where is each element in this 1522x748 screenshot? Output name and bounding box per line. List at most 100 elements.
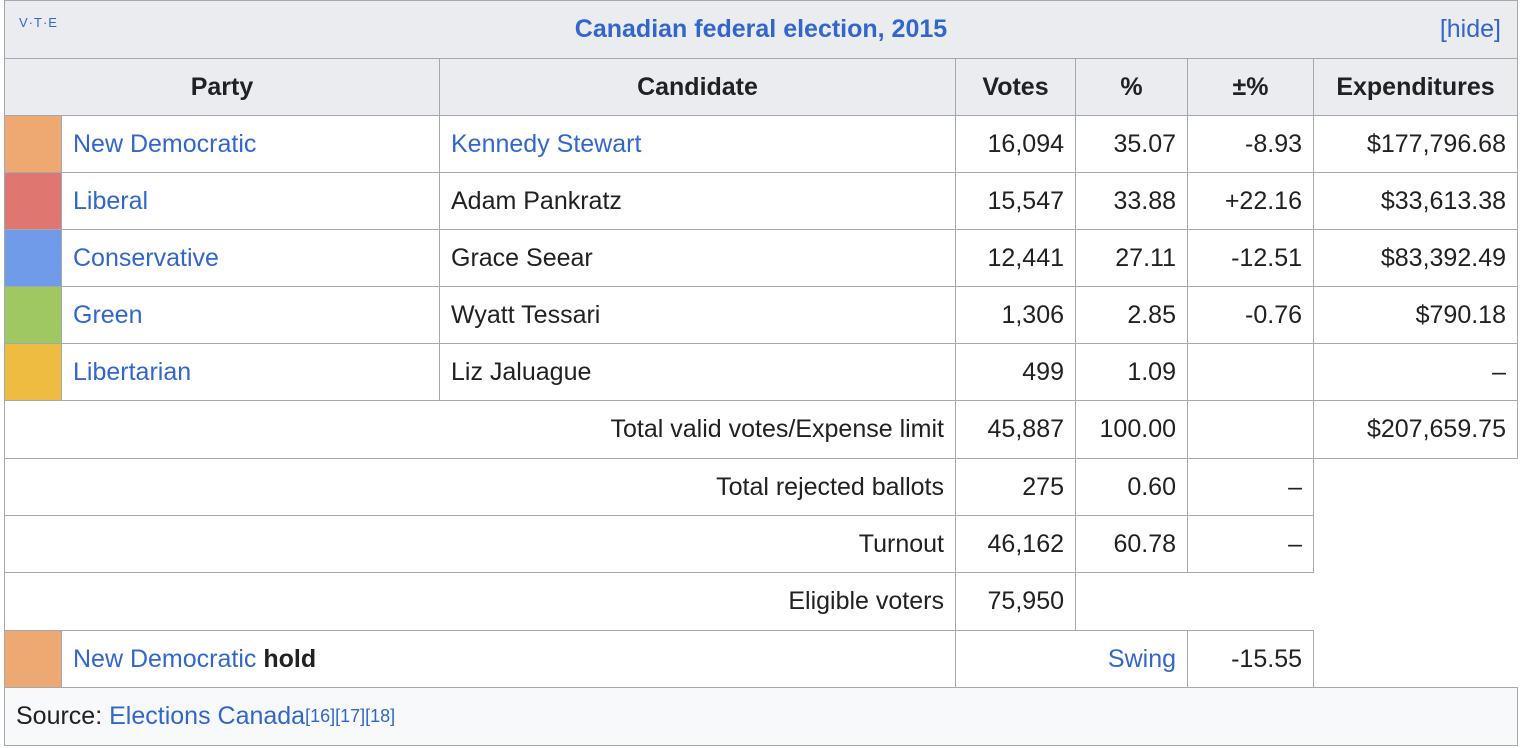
column-header: Party (4, 58, 440, 116)
swing-cell: -15.55 (1187, 630, 1314, 688)
candidate-name: Grace Seear (451, 243, 593, 272)
column-header: ±% (1187, 58, 1314, 116)
party-name[interactable]: Liberal (73, 186, 149, 215)
party-name[interactable]: Green (73, 300, 143, 329)
column-header-text: % (1120, 72, 1143, 101)
candidate-cell: Kennedy Stewart (439, 115, 956, 173)
expenditures-cell: $83,392.49 (1313, 229, 1518, 287)
source-label: Source: (16, 702, 103, 730)
summary-label: Turnout (858, 529, 944, 558)
percent-cell: 60.78 (1075, 515, 1188, 573)
change-cell: +22.16 (1187, 172, 1314, 230)
votes: 16,094 (987, 129, 1064, 158)
expenditures: $790.18 (1415, 300, 1506, 329)
summary-label-cell: Turnout (4, 515, 956, 573)
percent: 35.07 (1113, 129, 1176, 158)
votes: 15,547 (987, 186, 1064, 215)
change-cell: -8.93 (1187, 115, 1314, 173)
party-cell: Conservative (61, 229, 440, 287)
expenditures: $33,613.38 (1380, 186, 1506, 215)
candidate-name[interactable]: Kennedy Stewart (451, 129, 642, 158)
column-header: Candidate (439, 58, 956, 116)
summary-label: Total rejected ballots (716, 472, 944, 501)
percent: 33.88 (1113, 186, 1176, 215)
votes: 12,441 (987, 243, 1064, 272)
party-name[interactable]: Conservative (73, 243, 219, 272)
percent-cell: 0.60 (1075, 458, 1188, 516)
column-header-text: Expenditures (1336, 72, 1495, 101)
change-cell (1187, 400, 1314, 459)
column-header: % (1075, 58, 1188, 116)
party-cell: New Democratic (61, 115, 440, 173)
party-cell: Liberal (61, 172, 440, 230)
table-title[interactable]: Canadian federal election, 2015 (574, 15, 948, 43)
candidate-name: Wyatt Tessari (451, 300, 601, 329)
votes: 46,162 (987, 529, 1064, 558)
votes: 45,887 (987, 415, 1064, 443)
candidate-cell: Adam Pankratz (439, 172, 956, 230)
party-swatch (4, 286, 62, 344)
percent-cell: 33.88 (1075, 172, 1188, 230)
votes-cell: 45,887 (955, 400, 1076, 459)
reference[interactable]: [18] (365, 706, 396, 726)
votes-cell: 75,950 (955, 572, 1076, 631)
votes: 499 (1022, 357, 1064, 386)
change: -8.93 (1245, 129, 1302, 158)
expenditures: – (1492, 357, 1506, 386)
column-header: Expenditures (1313, 58, 1518, 116)
party-cell: Green (61, 286, 440, 344)
candidate-cell: Wyatt Tessari (439, 286, 956, 344)
percent-cell: 2.85 (1075, 286, 1188, 344)
votes-cell: 15,547 (955, 172, 1076, 230)
summary-label-cell: Total rejected ballots (4, 458, 956, 516)
percent-cell: 27.11 (1075, 229, 1188, 287)
change: -12.51 (1231, 243, 1302, 272)
percent: 2.85 (1127, 300, 1176, 329)
change-cell (1187, 343, 1314, 401)
candidate-cell: Liz Jaluague (439, 343, 956, 401)
title-row: V·T·E Canadian federal election, 2015 [hid… (4, 0, 1518, 59)
party-swatch (4, 115, 62, 173)
expenditures: $83,392.49 (1380, 243, 1506, 272)
source-row: Source: Elections Canada [16] [17] [18] (4, 687, 1518, 746)
source-link[interactable]: Elections Canada (109, 702, 306, 730)
expenditures: $207,659.75 (1366, 415, 1506, 443)
summary-label: Eligible voters (788, 587, 944, 615)
votes-cell: 12,441 (955, 229, 1076, 287)
votes: 1,306 (1001, 300, 1064, 329)
party-name[interactable]: Libertarian (73, 357, 192, 386)
candidate-cell: Grace Seear (439, 229, 956, 287)
expenditures-cell: $207,659.75 (1313, 400, 1518, 459)
reference[interactable]: [16] (305, 706, 336, 726)
expenditures-cell: $177,796.68 (1313, 115, 1518, 173)
candidate-name: Liz Jaluague (451, 357, 592, 386)
hide-toggle[interactable]: [hide] (1439, 15, 1501, 43)
percent-cell: 1.09 (1075, 343, 1188, 401)
votes-cell: 16,094 (955, 115, 1076, 173)
swing-label[interactable]: Swing (1107, 644, 1176, 673)
column-header-text: Votes (982, 72, 1049, 101)
votes: 75,950 (987, 587, 1064, 615)
votes-cell: 46,162 (955, 515, 1076, 573)
change-cell: – (1187, 515, 1314, 573)
reference[interactable]: [17] (335, 706, 366, 726)
votes-cell: 275 (955, 458, 1076, 516)
party-name[interactable]: New Democratic (73, 129, 257, 158)
column-header-text: Party (190, 72, 254, 101)
party-swatch (4, 172, 62, 230)
party-name[interactable]: New Democratic (73, 644, 257, 673)
percent: 27.11 (1115, 243, 1176, 272)
expenditures: $177,796.68 (1366, 129, 1506, 158)
change-cell: -12.51 (1187, 229, 1314, 287)
percent: 100.00 (1099, 415, 1176, 443)
column-header: Votes (955, 58, 1076, 116)
percent-cell: 35.07 (1075, 115, 1188, 173)
vte-links[interactable]: V·T·E (19, 15, 58, 30)
expenditures-cell: $790.18 (1313, 286, 1518, 344)
percent-cell: 100.00 (1075, 400, 1188, 459)
candidate-name: Adam Pankratz (451, 186, 622, 215)
expenditures-cell: – (1313, 343, 1518, 401)
summary-label-cell: Total valid votes/Expense limit (4, 400, 956, 459)
party-swatch (4, 229, 62, 287)
